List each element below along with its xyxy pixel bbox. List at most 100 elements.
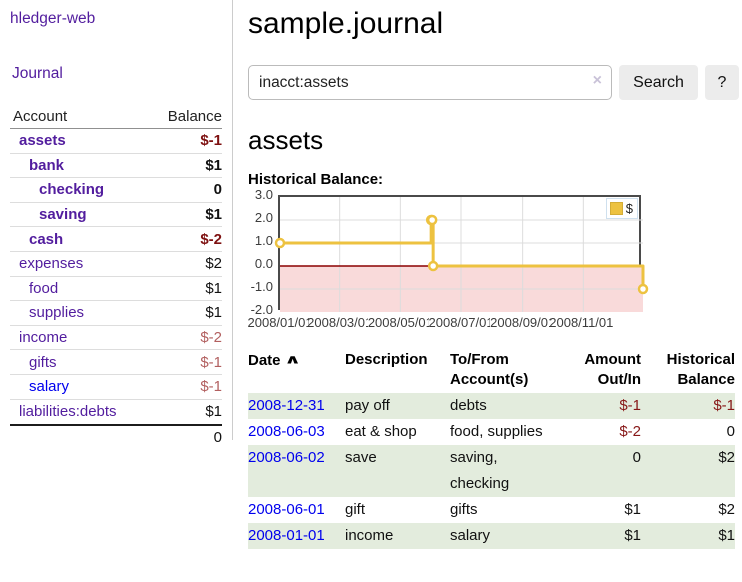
help-button[interactable]: ? <box>705 65 739 100</box>
transaction-date-link[interactable]: 2008-12-31 <box>248 397 325 414</box>
accounts-total: 0 <box>10 424 222 448</box>
account-link-saving[interactable]: saving <box>39 206 87 224</box>
accounts-rows: assets $-1 bank $1 checking 0 saving $1 cash $-2 e… <box>10 129 222 424</box>
col-header-date[interactable]: Date ∧ <box>248 351 301 369</box>
account-balance: $-2 <box>200 329 222 347</box>
account-link-expenses[interactable]: expenses <box>19 255 84 273</box>
register-row: 2008-06-03 eat & shop food, supplies $-2 0 <box>248 419 735 445</box>
page-title: sample.journal <box>248 7 444 40</box>
transaction-description: pay off <box>345 393 450 419</box>
sidebar-account-row: saving $1 <box>10 203 222 228</box>
col-header-accounts: To/From Account(s) <box>450 351 529 388</box>
account-balance: $-1 <box>200 353 222 371</box>
register-row: 2008-12-31 pay off debts $-1 $-1 <box>248 393 735 419</box>
register-row: 2008-06-02 save saving, checking 0 $2 <box>248 445 735 497</box>
account-balance: $1 <box>205 403 222 421</box>
sidebar-account-row: liabilities:debts $1 <box>10 400 222 425</box>
transaction-accounts: food, supplies <box>450 423 543 440</box>
transaction-amount: $1 <box>560 523 641 549</box>
accounts-table: Account Balance assets $-1 bank $1 checking 0… <box>10 108 222 448</box>
transaction-balance: 0 <box>726 423 735 440</box>
chart-series-svg <box>274 197 649 312</box>
account-balance: $-1 <box>200 378 222 396</box>
transaction-date-link[interactable]: 2008-06-01 <box>248 501 325 518</box>
account-balance: $1 <box>205 206 222 224</box>
register-row: 2008-01-01 income salary $1 $1 <box>248 523 735 549</box>
account-link-liabilities-debts[interactable]: liabilities:debts <box>19 403 117 421</box>
clear-search-icon[interactable]: × <box>592 72 602 89</box>
account-link-food[interactable]: food <box>29 279 59 297</box>
account-link-assets[interactable]: assets <box>19 132 66 150</box>
sidebar-account-row: cash $-2 <box>10 227 222 252</box>
sort-ascending-icon: ∧ <box>283 351 301 367</box>
sidebar-account-row: bank $1 <box>10 154 222 179</box>
account-link-bank[interactable]: bank <box>29 156 65 174</box>
transaction-accounts: saving, checking <box>450 445 560 497</box>
transaction-balance: $1 <box>641 523 735 549</box>
sidebar: hledger-web Journal Account Balance asse… <box>0 0 233 446</box>
search-input[interactable] <box>248 65 612 100</box>
sidebar-account-row: supplies $1 <box>10 301 222 326</box>
transaction-description: save <box>345 445 450 497</box>
account-link-salary[interactable]: salary <box>29 378 70 396</box>
app-brand-link[interactable]: hledger-web <box>10 10 96 27</box>
register-row: 2008-06-01 gift gifts $1 $2 <box>248 497 735 523</box>
col-header-description: Description <box>345 351 428 368</box>
account-link-income[interactable]: income <box>19 329 68 347</box>
register-header-row: Date ∧ Description To/From Account(s) Amo… <box>248 350 735 393</box>
search-form: × Search ? <box>248 65 742 100</box>
legend-label: $ <box>625 201 633 216</box>
transaction-balance: $2 <box>641 445 735 497</box>
transaction-description: income <box>345 523 450 549</box>
sidebar-account-row: income $-2 <box>10 326 222 351</box>
account-balance: 0 <box>213 181 222 199</box>
transaction-date-link[interactable]: 2008-01-01 <box>248 527 325 544</box>
transaction-amount: $1 <box>624 501 641 518</box>
transaction-amount: $-1 <box>560 393 641 419</box>
transaction-balance: $2 <box>718 501 735 518</box>
accounts-table-header: Account Balance <box>10 108 222 129</box>
account-balance: $-2 <box>200 230 222 248</box>
transaction-accounts: salary <box>450 523 560 549</box>
x-axis-tick-label: 2008/01/01 <box>247 315 309 330</box>
y-axis-tick-label: 1.0 <box>254 233 273 248</box>
account-link-gifts[interactable]: gifts <box>29 353 57 371</box>
transaction-accounts: gifts <box>450 501 478 518</box>
account-balance: $1 <box>205 304 222 322</box>
account-balance: $1 <box>205 156 222 174</box>
chart-plot-area[interactable]: $ <box>274 195 649 312</box>
transaction-date-link[interactable]: 2008-06-02 <box>248 449 325 466</box>
main-content: sample.journal × Search ? assets Histori… <box>248 0 742 549</box>
legend-swatch-icon <box>609 202 623 215</box>
transaction-date-link[interactable]: 2008-06-03 <box>248 423 325 440</box>
x-axis-tick-label: 2008/11/01 <box>549 315 614 330</box>
search-input-wrap: × <box>248 65 612 100</box>
search-button[interactable]: Search <box>619 65 698 100</box>
x-axis-tick-label: 2008/07/01 <box>428 315 490 330</box>
account-balance: $2 <box>205 255 222 273</box>
register-table: Date ∧ Description To/From Account(s) Amo… <box>248 350 735 549</box>
y-axis-tick-label: 3.0 <box>254 187 273 202</box>
col-header-amount: Amount Out/In <box>584 351 641 388</box>
sidebar-account-row: checking 0 <box>10 178 222 203</box>
x-axis-tick-label: 2008/03/01 <box>307 315 369 330</box>
y-axis-tick-label: 0.0 <box>254 256 273 271</box>
transaction-description: eat & shop <box>345 423 417 440</box>
sidebar-item-journal[interactable]: Journal <box>12 65 63 82</box>
transaction-balance: $-1 <box>641 393 735 419</box>
accounts-header-account: Account <box>13 108 68 125</box>
x-axis-tick-label: 2008/05/01 <box>367 315 429 330</box>
account-balance: $1 <box>205 279 222 297</box>
accounts-header-balance: Balance <box>167 108 222 125</box>
account-link-checking[interactable]: checking <box>39 181 105 199</box>
y-axis-tick-label: 2.0 <box>254 210 273 225</box>
transaction-amount: 0 <box>560 445 641 497</box>
x-axis-tick-label: 2008/09/01 <box>490 315 552 330</box>
y-axis-tick-label: -1.0 <box>250 279 273 294</box>
account-link-supplies[interactable]: supplies <box>29 304 85 322</box>
account-link-cash[interactable]: cash <box>29 230 64 248</box>
sidebar-account-row: gifts $-1 <box>10 350 222 375</box>
sidebar-account-row: assets $-1 <box>10 129 222 154</box>
sidebar-account-row: salary $-1 <box>10 375 222 400</box>
balance-chart: $ 3.0 2.0 1.0 0.0 -1.0 -2.0 2008/01/01 2008/03/… <box>247 187 678 333</box>
